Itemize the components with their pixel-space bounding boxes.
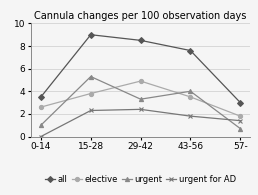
Title: Cannula changes per 100 observation days: Cannula changes per 100 observation days [34, 11, 247, 21]
Legend: all, elective, urgent, urgent for AD: all, elective, urgent, urgent for AD [45, 175, 236, 184]
